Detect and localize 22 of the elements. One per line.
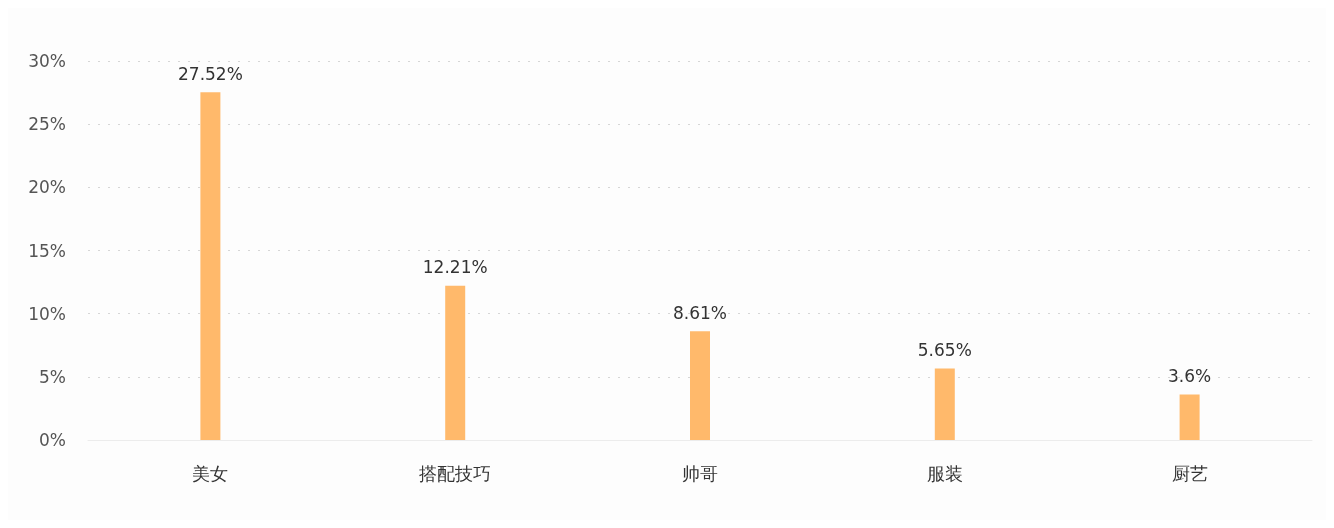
- y-tick-label: 25%: [28, 114, 66, 135]
- x-tick-label: 搭配技巧: [419, 462, 492, 484]
- y-tick-label: 5%: [39, 366, 66, 387]
- x-tick-label: 美女: [192, 462, 229, 484]
- bar: [1179, 394, 1200, 440]
- bar: [690, 331, 710, 440]
- y-tick-label: 15%: [28, 240, 66, 261]
- data-label: 12.21%: [422, 257, 488, 278]
- y-tick-label: 30%: [28, 51, 66, 71]
- y-tick-label: 20%: [28, 177, 66, 198]
- data-label: 8.61%: [672, 302, 728, 323]
- data-label: 3.6%: [1168, 366, 1212, 387]
- bar: [445, 285, 466, 440]
- x-tick-label: 帅哥: [682, 462, 718, 484]
- bar: [934, 368, 955, 440]
- x-tick-label: 服装: [926, 462, 963, 484]
- data-label: 5.65%: [917, 340, 972, 361]
- bar: [200, 92, 221, 440]
- y-tick-label: 10%: [28, 303, 66, 324]
- data-label: 27.52%: [177, 63, 243, 84]
- x-tick-label: 厨艺: [1171, 462, 1208, 484]
- y-tick-label: 0%: [39, 430, 66, 450]
